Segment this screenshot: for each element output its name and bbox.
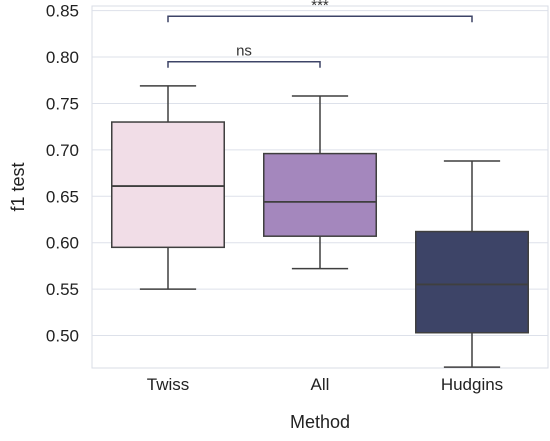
significance-label: *** <box>311 0 329 14</box>
x-tick-label: Twiss <box>147 375 190 394</box>
iqr-box <box>263 152 377 237</box>
x-tick-label: Hudgins <box>441 375 503 394</box>
boxes <box>111 85 529 368</box>
iqr-box <box>415 230 529 334</box>
bracket-line <box>167 15 473 23</box>
box-hudgins <box>415 160 529 368</box>
box-twiss <box>111 85 225 290</box>
x-tick-label: All <box>311 375 330 394</box>
y-tick-label: 0.70 <box>46 141 79 160</box>
bracket-line <box>167 60 321 68</box>
significance-bracket: *** <box>167 0 473 23</box>
significance-annotations: ns *** <box>167 0 473 68</box>
x-axis-title: Method <box>290 412 350 432</box>
y-tick-label: 0.65 <box>46 187 79 206</box>
iqr-box <box>111 121 225 249</box>
y-axis-title: f1 test <box>8 162 28 211</box>
y-tick-label: 0.85 <box>46 2 79 21</box>
y-tick-labels: 0.50 0.55 0.60 0.65 0.70 0.75 0.80 0.85 <box>46 2 79 346</box>
significance-bracket: ns <box>167 43 321 68</box>
y-tick-label: 0.55 <box>46 280 79 299</box>
y-tick-label: 0.60 <box>46 234 79 253</box>
box-all <box>263 95 377 270</box>
y-tick-label: 0.50 <box>46 327 79 346</box>
x-tick-labels: Twiss All Hudgins <box>147 375 503 394</box>
y-tick-label: 0.80 <box>46 48 79 67</box>
y-tick-label: 0.75 <box>46 94 79 113</box>
significance-label: ns <box>236 43 252 60</box>
